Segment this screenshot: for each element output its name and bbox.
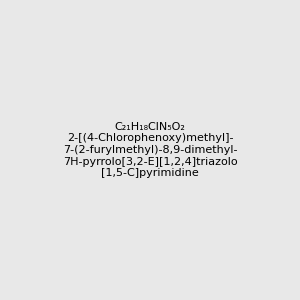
Text: C₂₁H₁₈ClN₅O₂
2-[(4-Chlorophenoxy)methyl]-
7-(2-furylmethyl)-8,9-dimethyl-
7H-pyr: C₂₁H₁₈ClN₅O₂ 2-[(4-Chlorophenoxy)methyl]… (63, 122, 237, 178)
